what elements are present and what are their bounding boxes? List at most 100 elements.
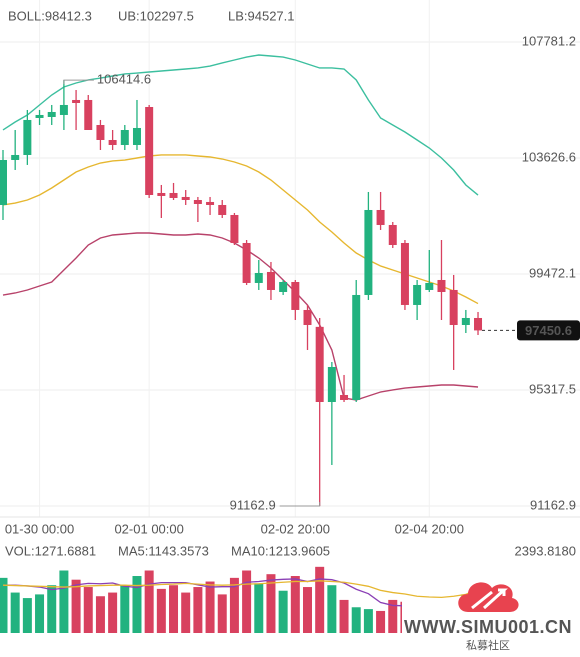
x-tick-label: 02-01 00:00 xyxy=(114,521,183,536)
candle-body xyxy=(59,104,68,115)
volume-bar xyxy=(254,583,264,633)
volume-bar xyxy=(22,598,32,633)
volume-bar xyxy=(108,592,118,633)
candle-body xyxy=(303,309,312,325)
candle-body xyxy=(400,242,409,305)
x-tick-label: 02-04 20:00 xyxy=(395,521,464,536)
volume-bar xyxy=(315,566,325,633)
candle-body xyxy=(72,99,81,103)
candle-body xyxy=(132,127,141,145)
candle-body xyxy=(206,201,215,205)
volume-bar xyxy=(327,585,337,633)
volume-bar xyxy=(181,592,191,633)
band-line xyxy=(2,232,479,401)
volume-bar xyxy=(47,585,57,633)
high-label: 106414.6 xyxy=(97,72,151,87)
candle-body xyxy=(193,199,202,204)
candle-body xyxy=(254,272,263,283)
candle-body xyxy=(47,111,56,117)
annotation-line xyxy=(63,79,94,85)
volume-bar xyxy=(339,599,349,633)
candle-body xyxy=(35,114,44,118)
volume-bar xyxy=(71,579,81,633)
candle-body xyxy=(364,209,373,295)
volume-bar xyxy=(242,570,252,633)
candle-body xyxy=(230,214,239,243)
candle-body xyxy=(218,204,227,215)
indicator-label: MA5:1143.3573 xyxy=(118,543,209,558)
volume-bar xyxy=(169,585,179,633)
volume-bar xyxy=(388,599,398,633)
indicator-label: VOL:1271.6881 xyxy=(5,543,96,558)
candle-body xyxy=(11,154,20,160)
candle-body xyxy=(84,99,93,130)
candle-body xyxy=(413,284,422,305)
candle-body xyxy=(474,317,483,331)
volume-bar xyxy=(205,581,215,633)
candle-body xyxy=(157,192,166,196)
candle-body xyxy=(327,366,336,402)
indicator-label: MA10:1213.9605 xyxy=(231,543,330,558)
annotation-line xyxy=(279,501,321,507)
volume-bar xyxy=(217,594,227,633)
volume-bar xyxy=(363,609,373,633)
candle-body xyxy=(388,224,397,246)
indicator-label: LB:94527.1 xyxy=(228,8,295,23)
band-line xyxy=(2,54,479,196)
volume-bar xyxy=(120,585,130,633)
watermark-sub: 私募社区 xyxy=(466,638,510,652)
volume-bar xyxy=(193,587,203,633)
y-tick-label: 2393.8180 xyxy=(515,543,576,558)
volume-bar xyxy=(303,587,312,633)
logo-arrow xyxy=(471,588,508,610)
candle-body xyxy=(425,282,434,290)
y-tick-label: 99472.1 xyxy=(529,265,576,280)
candle-body xyxy=(108,139,117,145)
candle-body xyxy=(242,242,251,283)
volume-bar xyxy=(0,577,8,633)
volume-bar xyxy=(278,590,288,633)
candle-body xyxy=(437,279,446,292)
volume-bar xyxy=(290,576,300,633)
candle-body xyxy=(461,317,470,325)
candle-body xyxy=(315,326,324,402)
indicator-label: UB:102297.5 xyxy=(118,8,194,23)
candle-body xyxy=(340,394,349,400)
volume-bar xyxy=(351,607,361,633)
indicator-label: BOLL:98412.3 xyxy=(8,8,92,23)
watermark-site: WWW.SIMU001.CN xyxy=(404,617,572,637)
candle-body xyxy=(169,192,178,198)
y-tick-label: 107781.2 xyxy=(522,33,576,48)
candle-body xyxy=(266,271,275,290)
watermark-logo xyxy=(458,582,519,612)
candle-body xyxy=(96,124,105,140)
candle-body xyxy=(181,196,190,200)
volume-bar xyxy=(83,587,93,633)
volume-bar xyxy=(132,576,142,633)
candle-body xyxy=(449,289,458,325)
candle-body xyxy=(0,159,7,205)
band-line xyxy=(2,154,479,305)
volume-bar xyxy=(59,570,69,633)
candle-body xyxy=(23,119,32,155)
candle-body xyxy=(145,106,154,195)
y-tick-label: 95317.5 xyxy=(529,381,576,396)
volume-bar xyxy=(35,594,45,633)
volume-bar xyxy=(376,610,386,633)
ma-line xyxy=(2,580,479,598)
candle-body xyxy=(352,294,361,400)
volume-bar xyxy=(95,596,105,633)
volume-bar xyxy=(229,577,239,633)
candle-body xyxy=(376,209,385,225)
candle-body xyxy=(291,281,300,310)
last-price-box xyxy=(517,320,580,341)
last-price-label: 97450.6 xyxy=(525,323,572,338)
volume-bar xyxy=(144,570,154,633)
candle-body xyxy=(120,129,129,145)
x-tick-label: 01-30 00:00 xyxy=(5,521,74,536)
candle-body xyxy=(279,281,288,292)
y-tick-label: 91162.9 xyxy=(530,497,576,512)
y-tick-label: 103626.6 xyxy=(522,149,576,164)
